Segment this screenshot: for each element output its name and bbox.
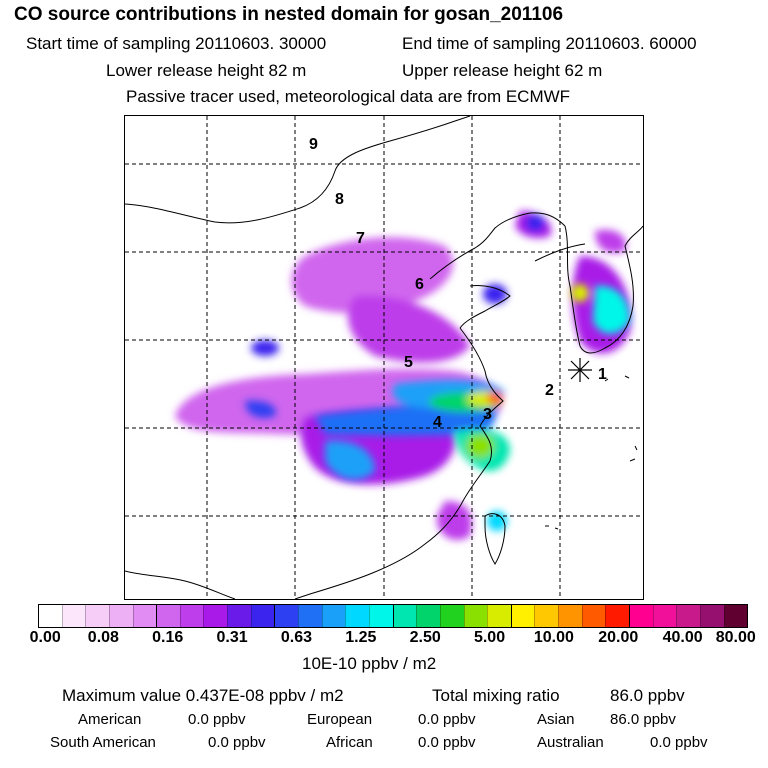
trajectory-label-7: 7 [356,230,365,247]
colorbar-cell [699,605,724,627]
trajectory-label-2: 2 [545,382,554,399]
colorbar-cell [558,605,582,627]
colorbar-tick-label: 20.00 [598,629,639,646]
colorbar-tick-label: 0.16 [152,629,184,646]
region-name-australian: Australian [537,734,604,751]
colorbar-cell [487,605,511,627]
colorbar-tick-label: 40.00 [662,629,703,646]
trajectory-label-6: 6 [415,276,424,293]
colorbar-cell [581,605,606,627]
grid-lines [125,116,643,599]
tracer-note: Passive tracer used, meteorological data… [126,87,571,106]
trajectory-label-4: 4 [433,414,442,431]
colorbar-cell [605,605,630,627]
colorbar-cell [321,605,346,627]
trajectory-label-3: 3 [483,406,492,423]
colorbar-cell [345,605,369,627]
colorbar-tick-label: 0.08 [87,629,119,646]
colorbar-cell [510,605,535,627]
colorbar-cell [274,605,299,627]
trajectory-label-8: 8 [335,191,344,208]
colorbar-tick-label: 5.00 [473,629,506,646]
colorbar-cell [439,605,464,627]
colorbar-tick-label: 2.50 [409,629,441,646]
total-mixing-ratio-value: 86.0 ppbv [610,686,685,705]
high-concentration-field [245,284,630,531]
colorbar-cell [298,605,322,627]
region-name-asian: Asian [537,711,575,728]
colorbar-cell [416,605,440,627]
colorbar-tick-label: 1.25 [345,629,377,646]
colorbar-cell [368,605,393,627]
region-value-european: 0.0 ppbv [418,711,476,728]
start-time: Start time of sampling 20110603. 30000 [26,34,327,53]
trajectory-label-1: 1 [598,366,607,383]
colorbar-cell [629,605,653,627]
colorbar-tick-label: 80.00 [715,629,756,646]
colorbar-cell [250,605,275,627]
colorbar-cell [392,605,417,627]
colorbar-cell [652,605,677,627]
region-name-south-american: South American [50,734,156,751]
colorbar-cell [85,605,109,627]
colorbar-cell [723,605,748,627]
colorbar-cell [39,605,62,627]
colorbar-tick-label: 0.31 [216,629,248,646]
map-title: CO source contributions in nested domain… [14,4,564,25]
concentration-field [175,211,631,540]
concentration-map [125,116,643,599]
colorbar-tick-label: 10.00 [533,629,574,646]
coastlines [125,116,643,599]
region-value-american: 0.0 ppbv [188,711,246,728]
colorbar-cell [108,605,133,627]
region-value-asian: 86.0 ppbv [610,711,676,728]
colorbar-cell [534,605,559,627]
lower-release-height: Lower release height 82 m [106,61,307,80]
colorbar-cell [676,605,700,627]
region-value-south-american: 0.0 ppbv [208,734,266,751]
upper-release-height: Upper release height 62 m [402,61,603,80]
colorbar-cell [61,605,86,627]
trajectory-label-9: 9 [309,136,318,153]
maximum-value: Maximum value 0.437E-08 ppbv / m2 [62,686,344,705]
region-value-african: 0.0 ppbv [418,734,476,751]
colorbar-cell [203,605,228,627]
region-value-australian: 0.0 ppbv [650,734,708,751]
colorbar-cell [132,605,157,627]
colorbar-cell [227,605,251,627]
trajectory-label-5: 5 [404,354,413,371]
region-name-american: American [78,711,142,728]
colorbar-unit: 10E-10 ppbv / m2 [302,654,437,673]
map-panel: 1 2 3 4 5 6 7 8 9 [124,115,644,600]
colorbar-cell [179,605,204,627]
colorbar-tick-label: 0.63 [280,629,313,646]
colorbar-cell [463,605,488,627]
colorbar-cell [156,605,180,627]
total-mixing-ratio-label: Total mixing ratio [432,686,560,705]
receptor-star-icon [568,358,592,382]
colorbar-tick-label: 0.00 [29,629,61,646]
region-name-european: European [307,711,373,728]
end-time: End time of sampling 20110603. 60000 [402,34,697,53]
region-name-african: African [326,734,373,751]
colorbar [38,604,748,628]
